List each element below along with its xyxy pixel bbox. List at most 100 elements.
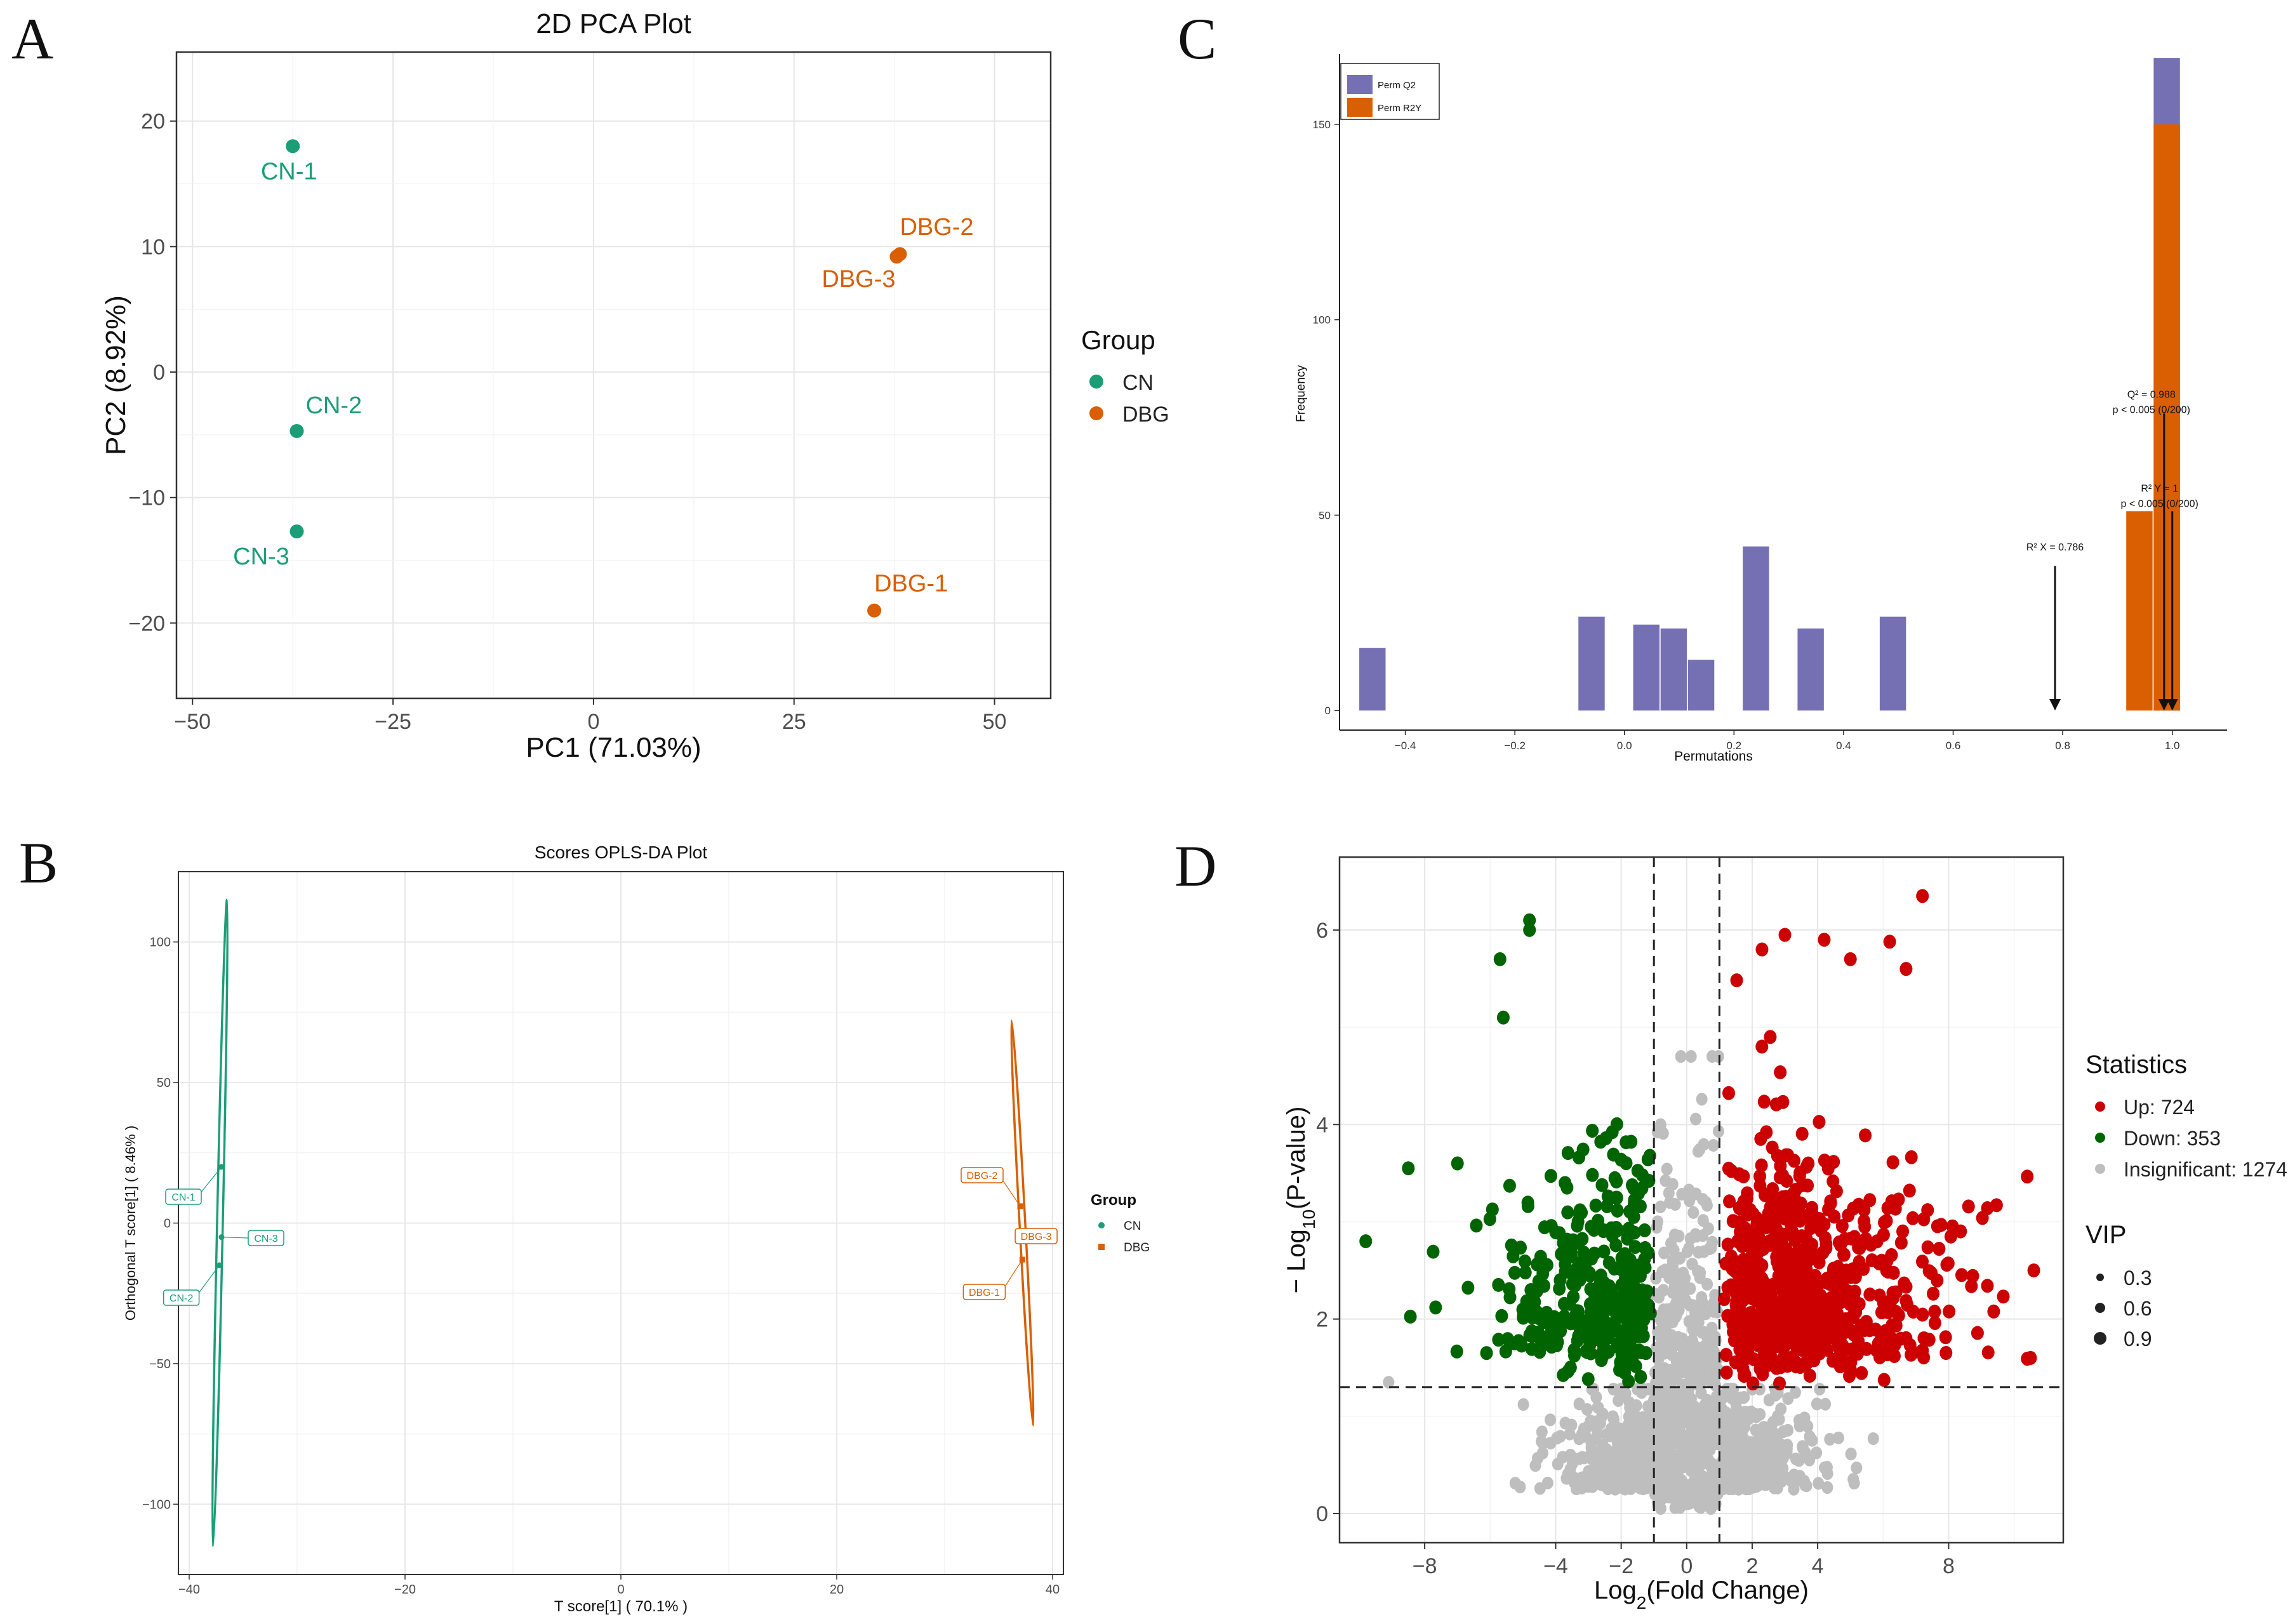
volcano-point-insig bbox=[1811, 1397, 1823, 1411]
volcano-point-insig bbox=[1749, 1409, 1761, 1422]
x-tick-label: 25 bbox=[782, 710, 806, 734]
legend-label-dbg: DBG bbox=[1122, 403, 1169, 427]
volcano-point-down bbox=[1626, 1353, 1639, 1368]
volcano-point-up bbox=[1971, 1326, 1984, 1340]
volcano-point-up bbox=[1883, 935, 1896, 949]
volcano-point-up bbox=[1813, 1212, 1826, 1227]
volcano-point-down bbox=[1597, 1244, 1611, 1259]
x-tick-label: 0.6 bbox=[1946, 740, 1961, 752]
volcano-point-up bbox=[1846, 1309, 1859, 1324]
volcano-point-insig bbox=[1697, 1214, 1709, 1227]
volcano-point-insig bbox=[1654, 1200, 1666, 1213]
volcano-point-insig bbox=[1686, 1258, 1698, 1271]
volcano-point-up bbox=[1774, 1065, 1787, 1079]
volcano-point-up bbox=[1847, 1201, 1860, 1216]
label-box bbox=[248, 1230, 284, 1246]
x-tick-label: 2 bbox=[1746, 1554, 1758, 1578]
legend-swatch-perm-r2y bbox=[1347, 98, 1373, 117]
volcano-point-down bbox=[1635, 1345, 1648, 1360]
volcano-point-up bbox=[1887, 1348, 1901, 1363]
legend-label-cn: CN bbox=[1122, 371, 1154, 395]
volcano-point-down bbox=[1607, 1289, 1621, 1304]
volcano-point-up bbox=[1804, 1221, 1818, 1235]
volcano-point-insig bbox=[1767, 1425, 1779, 1439]
point-group-up bbox=[1717, 889, 2040, 1391]
x-tick-label: 0 bbox=[617, 1583, 624, 1597]
volcano-point-down bbox=[1557, 1296, 1571, 1311]
volcano-point-insig bbox=[1590, 1458, 1602, 1471]
volcano-point-up bbox=[1733, 1167, 1746, 1181]
volcano-point-down bbox=[1561, 1146, 1574, 1161]
volcano-point-down bbox=[1450, 1344, 1463, 1359]
volcano-point-insig bbox=[1545, 1437, 1557, 1450]
volcano-point-insig bbox=[1660, 1454, 1672, 1468]
volcano-point-up bbox=[1797, 1281, 1811, 1295]
volcano-point-insig bbox=[1677, 1379, 1689, 1392]
volcano-point-down bbox=[1501, 1332, 1514, 1347]
volcano-point-down bbox=[1581, 1372, 1595, 1387]
bar-perm-r2y-0 bbox=[2126, 511, 2153, 711]
volcano-point-insig bbox=[1654, 1118, 1666, 1131]
volcano-point-insig bbox=[1509, 1477, 1521, 1490]
volcano-point-insig bbox=[1684, 1298, 1696, 1312]
volcano-point-down bbox=[1633, 1199, 1647, 1214]
x-tick-label: 0 bbox=[1680, 1554, 1693, 1578]
y-axis-label: − Log10(P-value) bbox=[1282, 1107, 1319, 1294]
volcano-point-insig bbox=[1752, 1432, 1764, 1446]
volcano-point-insig bbox=[1697, 1193, 1709, 1206]
volcano-point-up bbox=[1755, 1158, 1768, 1173]
volcano-point-up bbox=[1741, 1351, 1754, 1366]
point-label-dbg-3: DBG-3 bbox=[1021, 1232, 1052, 1242]
volcano-point-insig bbox=[1668, 1228, 1680, 1242]
volcano-point-insig bbox=[1832, 1431, 1844, 1444]
volcano-point-up bbox=[1987, 1304, 2000, 1319]
volcano-point-up bbox=[1795, 1126, 1809, 1141]
panel-d-volcano: −8 −4 −2 0 2 4 8 0 2 4 6 Log2(Fold Change) − Log10(P… bbox=[1282, 856, 2287, 1613]
volcano-point-down bbox=[1427, 1244, 1440, 1259]
x-tick-label: 0.4 bbox=[1836, 740, 1851, 752]
volcano-point-up bbox=[1905, 1150, 1918, 1164]
volcano-point-down bbox=[1573, 1203, 1587, 1218]
volcano-point-insig bbox=[1721, 1382, 1733, 1395]
volcano-point-down bbox=[1633, 1268, 1647, 1283]
annotation-text: Q² = 0.988 bbox=[2127, 390, 2176, 401]
volcano-point-insig bbox=[1675, 1278, 1687, 1291]
point-label-dbg-1: DBG-1 bbox=[969, 1288, 1000, 1298]
y-axis-label: Frequency bbox=[1294, 365, 1308, 422]
volcano-point-up bbox=[1906, 1211, 1919, 1225]
volcano-point-down bbox=[1588, 1246, 1601, 1261]
volcano-point-insig bbox=[1738, 1390, 1750, 1404]
point-group-down bbox=[1359, 913, 1657, 1388]
volcano-point-insig bbox=[1606, 1458, 1618, 1471]
y-tick-label: 0 bbox=[1325, 705, 1331, 717]
y-tick-label: 0 bbox=[1316, 1502, 1328, 1526]
volcano-point-down bbox=[1595, 1178, 1609, 1192]
volcano-point-insig bbox=[1635, 1421, 1647, 1434]
volcano-point-insig bbox=[1536, 1425, 1548, 1439]
label-box bbox=[165, 1188, 202, 1205]
volcano-point-insig bbox=[1726, 1434, 1738, 1447]
volcano-point-insig bbox=[1665, 1432, 1677, 1445]
volcano-point-insig bbox=[1813, 1477, 1825, 1490]
volcano-point-insig bbox=[1608, 1413, 1620, 1426]
panel-label-d: D bbox=[1174, 834, 1216, 898]
x-axis-label: Permutations bbox=[1674, 749, 1753, 764]
volcano-point-down bbox=[1530, 1284, 1543, 1298]
volcano-point-up bbox=[1853, 1297, 1866, 1312]
volcano-point-insig bbox=[1613, 1394, 1625, 1407]
volcano-point-up bbox=[1766, 1140, 1779, 1155]
bar-perm-q2-4 bbox=[1687, 660, 1715, 711]
x-tick-label: −0.4 bbox=[1395, 740, 1416, 752]
volcano-point-up bbox=[1743, 1316, 1756, 1331]
legend-swatch-perm-q2 bbox=[1347, 75, 1373, 94]
x-tick-label: −40 bbox=[178, 1583, 200, 1597]
volcano-point-down bbox=[1404, 1309, 1417, 1324]
volcano-point-insig bbox=[1769, 1388, 1781, 1402]
volcano-point-up bbox=[1792, 1260, 1805, 1275]
volcano-point-insig bbox=[1687, 1206, 1700, 1219]
panel-label-b: B bbox=[19, 830, 58, 895]
label-leader bbox=[221, 1237, 249, 1239]
volcano-point-up bbox=[1778, 928, 1792, 942]
volcano-point-down bbox=[1429, 1300, 1442, 1315]
volcano-point-up bbox=[1851, 1324, 1865, 1339]
